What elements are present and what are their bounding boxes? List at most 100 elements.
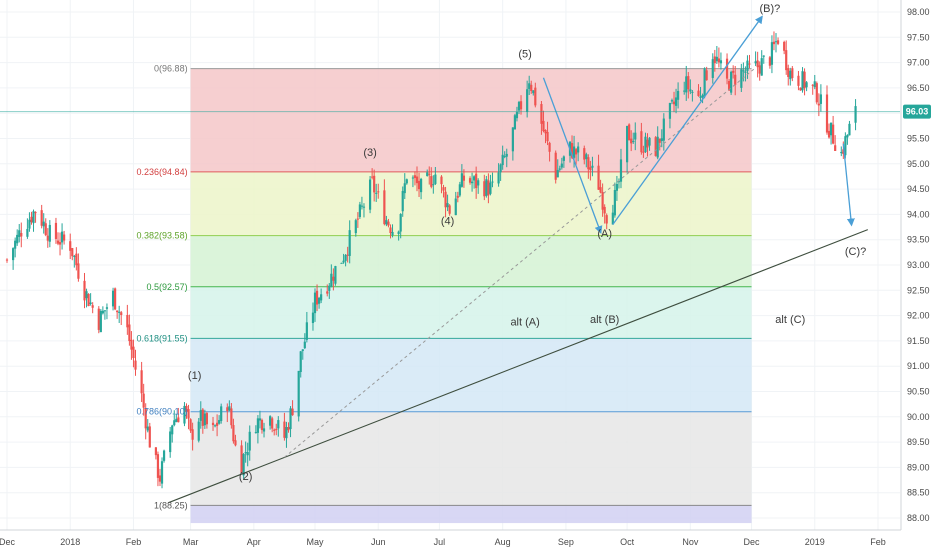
candle-body (601, 192, 604, 210)
candle-body (475, 173, 478, 189)
candle-body (840, 151, 843, 154)
candle-body (426, 172, 429, 176)
candle-body (89, 302, 92, 305)
y-tick-label: 90.00 (907, 412, 930, 422)
fib-level-label: 0.382(93.58) (137, 231, 188, 241)
wave-label: (4) (441, 216, 454, 228)
fib-level-label: 0.236(94.84) (137, 167, 188, 177)
candle-body (556, 170, 559, 178)
candle-body (354, 220, 357, 234)
candle-body (570, 143, 574, 158)
candle-body (548, 142, 551, 152)
candle-body (656, 136, 659, 158)
candle-body (817, 103, 820, 106)
candle-body (756, 60, 759, 68)
y-axis-background (901, 0, 932, 550)
drawn-lines (0, 15, 900, 504)
candle-body (334, 266, 337, 284)
candle-body (605, 215, 608, 224)
candle-body (585, 154, 588, 159)
candle-body (842, 149, 845, 154)
candle-body (760, 58, 763, 76)
y-tick-label: 95.50 (907, 134, 930, 144)
candle-body (674, 97, 678, 106)
x-tick-label: Nov (682, 537, 699, 547)
candle-body (762, 55, 765, 57)
candlestick-series[interactable] (5, 31, 857, 489)
candle-body (660, 138, 663, 141)
candle-body (672, 101, 676, 105)
candle-body (785, 50, 788, 71)
wave-label: alt (B) (590, 314, 619, 326)
y-tick-label: 89.00 (907, 462, 930, 472)
candle-body (685, 76, 688, 93)
candle-body (20, 232, 23, 237)
last-price-marker: 96.03 (903, 104, 931, 119)
candle-body (85, 291, 88, 299)
candle-body (397, 231, 400, 235)
candle-body (615, 183, 619, 191)
candle-body (640, 131, 643, 153)
fib-level-label: 0.786(90.10) (137, 407, 188, 417)
candle-body (26, 228, 29, 237)
candle-body (805, 82, 808, 88)
candle-body (87, 294, 90, 307)
candle-body (740, 69, 743, 88)
candle-body (358, 204, 361, 217)
fib-zone (190, 338, 752, 412)
candle-body (262, 428, 266, 432)
candle-body (646, 139, 649, 148)
candle-body (432, 184, 435, 186)
candle-body (819, 94, 822, 104)
candle-body (748, 63, 751, 65)
fib-zone (190, 505, 752, 524)
candle-body (269, 416, 272, 426)
candle-body (148, 426, 151, 448)
y-tick-label: 96.50 (907, 83, 930, 93)
candle-body (442, 187, 445, 191)
candle-body (56, 240, 60, 244)
candle-body (346, 254, 349, 256)
wave-label: (5) (518, 49, 531, 61)
candle-body (140, 370, 143, 394)
candle-body (454, 198, 457, 216)
candle-body (275, 428, 278, 430)
x-tick-label: Feb (870, 537, 886, 547)
candle-body (213, 425, 217, 427)
candle-body (705, 70, 708, 81)
last-price-tag (903, 104, 931, 119)
candle-body (32, 211, 35, 224)
candle-body (154, 447, 158, 456)
candle-body (703, 68, 706, 97)
candle-body (156, 454, 160, 478)
candle-body (160, 461, 164, 484)
candle-body (383, 190, 386, 225)
fib-level-label: 0.5(92.57) (147, 282, 188, 292)
candle-body (273, 429, 276, 431)
candle-body (587, 157, 590, 170)
x-tick-label: Feb (126, 537, 142, 547)
wave-label: (1) (188, 370, 201, 382)
candle-body (373, 175, 376, 193)
wave-label: (C)? (845, 246, 866, 258)
candle-body (789, 70, 792, 80)
candle-body (16, 234, 19, 244)
candle-body (848, 123, 851, 136)
wave-label: alt (C) (775, 314, 805, 326)
candle-body (5, 259, 9, 261)
candle-body (197, 421, 200, 441)
candle-body (44, 223, 47, 236)
candle-body (360, 205, 364, 207)
candle-body (503, 156, 506, 158)
y-tick-label: 92.00 (907, 311, 930, 321)
candle-body (116, 310, 119, 313)
candle-body (687, 76, 690, 90)
candle-body (97, 308, 100, 330)
candle-body (799, 87, 802, 91)
candle-body (30, 216, 33, 223)
candle-body (562, 156, 565, 161)
x-tick-label: Dec (744, 537, 761, 547)
candle-body (732, 70, 735, 73)
